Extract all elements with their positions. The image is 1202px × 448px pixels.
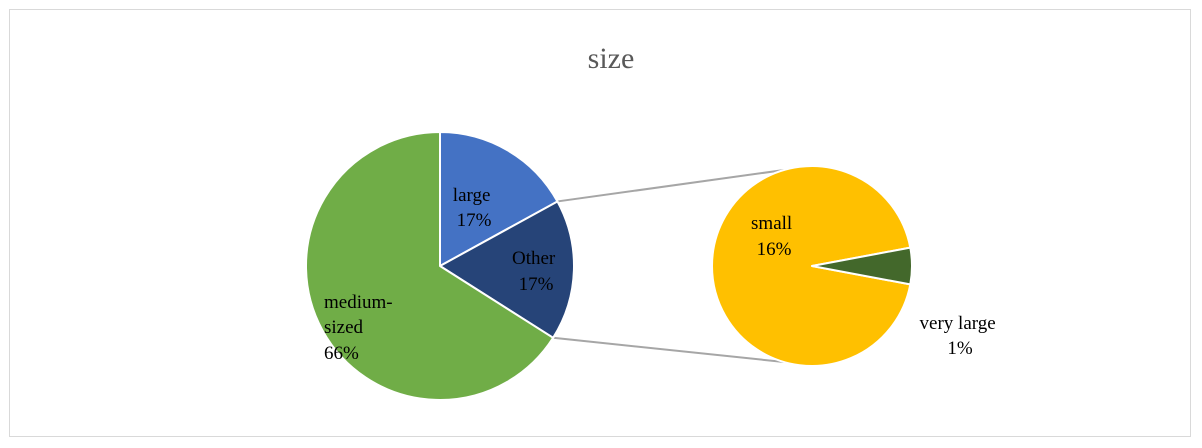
connector-lines [553, 169, 785, 363]
slice-label-large: large 17% [453, 185, 495, 231]
slice-label-very-large: very large 1% [920, 313, 1001, 359]
slice-label-medium-line1: medium- [324, 292, 393, 313]
slice-label-medium-sized: medium- sized 66% [324, 292, 397, 364]
pie-slice-large [439, 131, 559, 267]
slice-label-small: small 16% [751, 213, 797, 260]
main-pie [305, 131, 575, 401]
pie-slice-medium-sized [305, 131, 555, 401]
pie-slice-very-large [811, 246, 913, 286]
connector-line-top [557, 169, 785, 203]
connector-line-bottom [553, 336, 785, 363]
slice-label-medium-line2: sized [324, 317, 364, 338]
pie-slice-other [439, 200, 575, 339]
chart-title: size [588, 42, 635, 75]
slice-label-other: Other 17% [512, 248, 560, 295]
chart-frame [9, 9, 1191, 437]
secondary-pie [711, 165, 913, 367]
